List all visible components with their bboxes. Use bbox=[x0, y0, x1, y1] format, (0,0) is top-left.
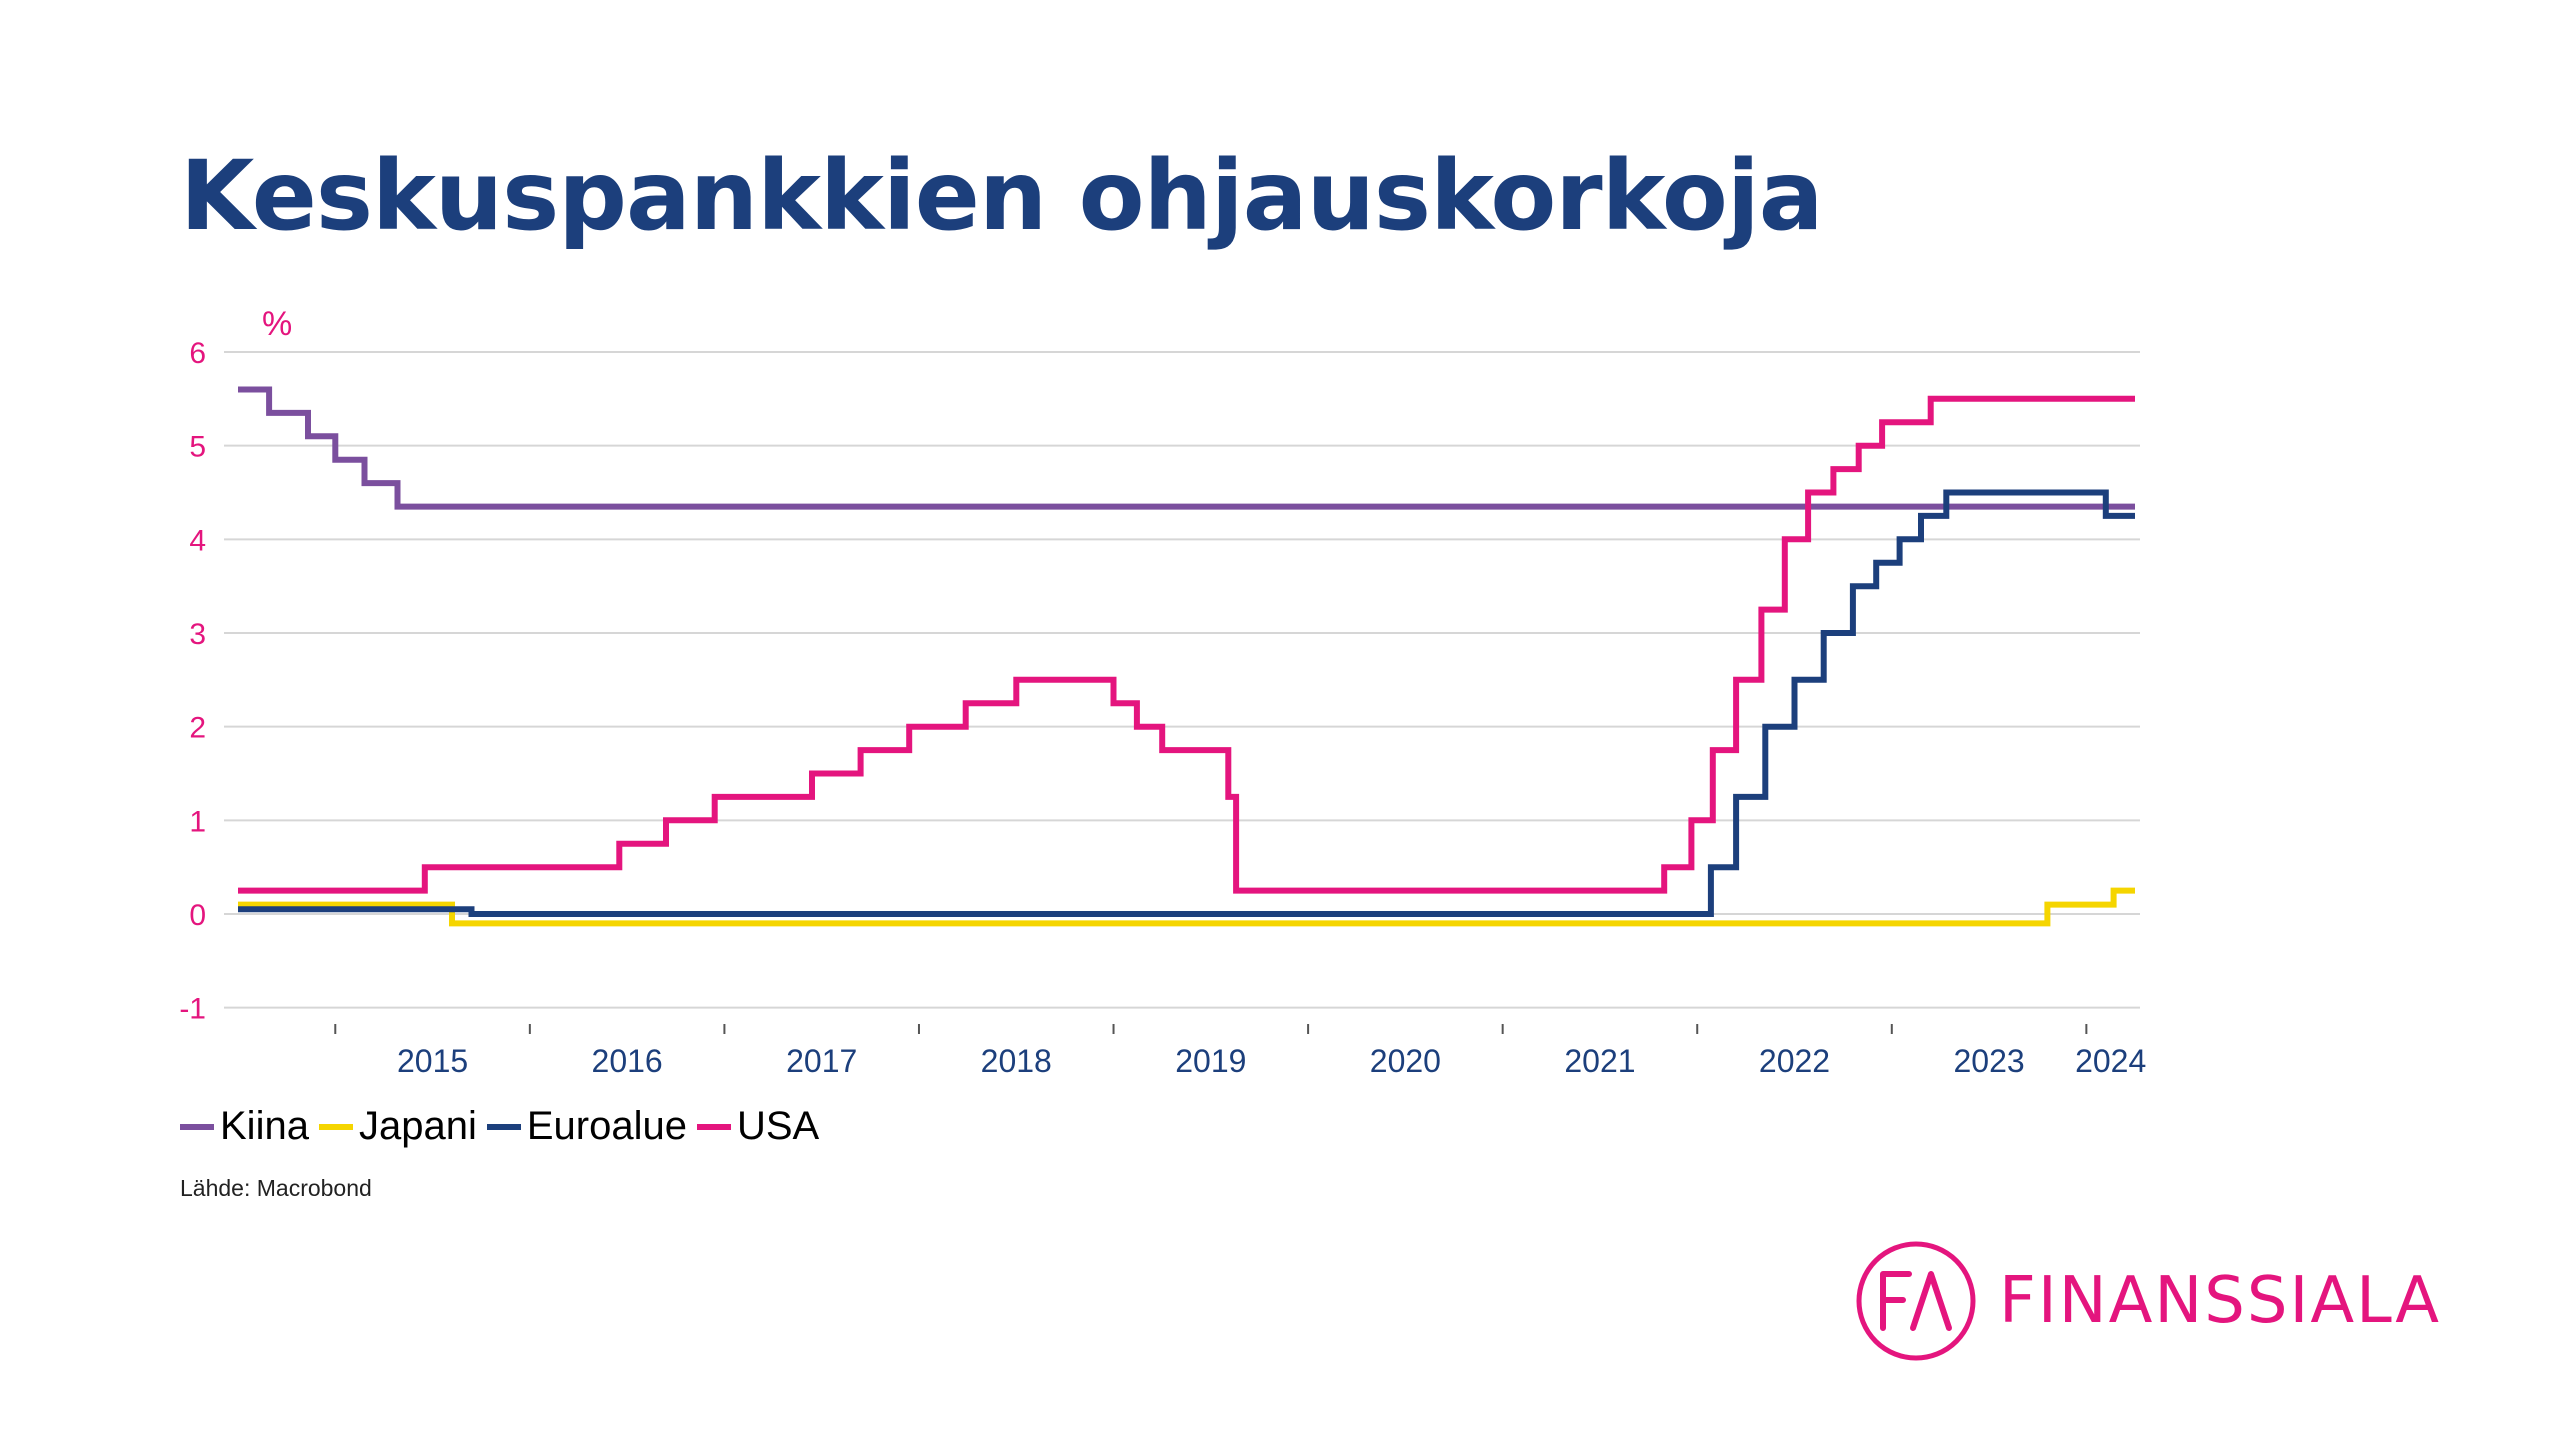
y-tick-label: 3 bbox=[189, 618, 206, 651]
gridlines: 6 5 4 3 2 1 0 -1 bbox=[179, 337, 2140, 1026]
legend-swatch bbox=[318, 1123, 353, 1130]
legend-item-usa: USA bbox=[696, 1104, 820, 1149]
chart-title: Keskuspankkien ohjauskorkoja bbox=[180, 140, 1824, 252]
y-tick-label: -1 bbox=[179, 993, 206, 1026]
fa-logo-icon bbox=[1856, 1241, 1976, 1361]
y-tick-label: 2 bbox=[189, 712, 206, 745]
x-tick-label: 2019 bbox=[1175, 1043, 1246, 1079]
legend-label: Euroalue bbox=[526, 1104, 687, 1148]
x-tick-label: 2020 bbox=[1370, 1043, 1441, 1079]
legend-label: USA bbox=[736, 1104, 820, 1148]
x-tick-label: 2015 bbox=[397, 1043, 468, 1079]
legend-item-euroalue: Euroalue bbox=[486, 1104, 687, 1149]
series-line-kiina bbox=[238, 386, 2135, 510]
series-lines bbox=[238, 386, 2135, 927]
legend-item-kiina: Kiina bbox=[180, 1104, 309, 1149]
y-tick-label: 6 bbox=[189, 337, 206, 370]
x-tick-label: 2021 bbox=[1564, 1043, 1635, 1079]
y-tick-label: 0 bbox=[189, 899, 206, 932]
series-line-euroalue bbox=[238, 489, 2135, 917]
x-tick-label: 2023 bbox=[1953, 1043, 2024, 1079]
x-tick-label: 2017 bbox=[786, 1043, 857, 1079]
y-tick-label: 1 bbox=[189, 805, 206, 838]
y-tick-label: 5 bbox=[189, 431, 206, 464]
legend-label: Kiina bbox=[220, 1104, 309, 1148]
x-tick-label: 2016 bbox=[592, 1043, 663, 1079]
source-note: Lähde: Macrobond bbox=[180, 1175, 372, 1201]
legend-swatch bbox=[180, 1123, 214, 1130]
legend-swatch bbox=[486, 1123, 521, 1130]
x-tick-label: 2022 bbox=[1759, 1043, 1830, 1079]
y-unit-label: % bbox=[262, 305, 292, 343]
x-axis: 2015 2016 2017 2018 2019 2020 2021 2022 2023 2024 bbox=[334, 1024, 2146, 1079]
legend: Kiina Japani Euroalue USA bbox=[180, 1104, 829, 1149]
x-tick-label: 2018 bbox=[981, 1043, 1052, 1079]
series-line-japani bbox=[238, 887, 2135, 927]
legend-label: Japani bbox=[358, 1104, 477, 1148]
x-tick-label: 2024 bbox=[2075, 1043, 2146, 1079]
finanssiala-logo: FINANSSIALA bbox=[1855, 1240, 2441, 1362]
legend-item-japani: Japani bbox=[318, 1104, 477, 1149]
logo-wordmark: FINANSSIALA bbox=[1999, 1264, 2442, 1338]
y-tick-label: 4 bbox=[189, 524, 206, 557]
series-line-usa bbox=[238, 395, 2135, 894]
legend-swatch bbox=[696, 1123, 731, 1130]
